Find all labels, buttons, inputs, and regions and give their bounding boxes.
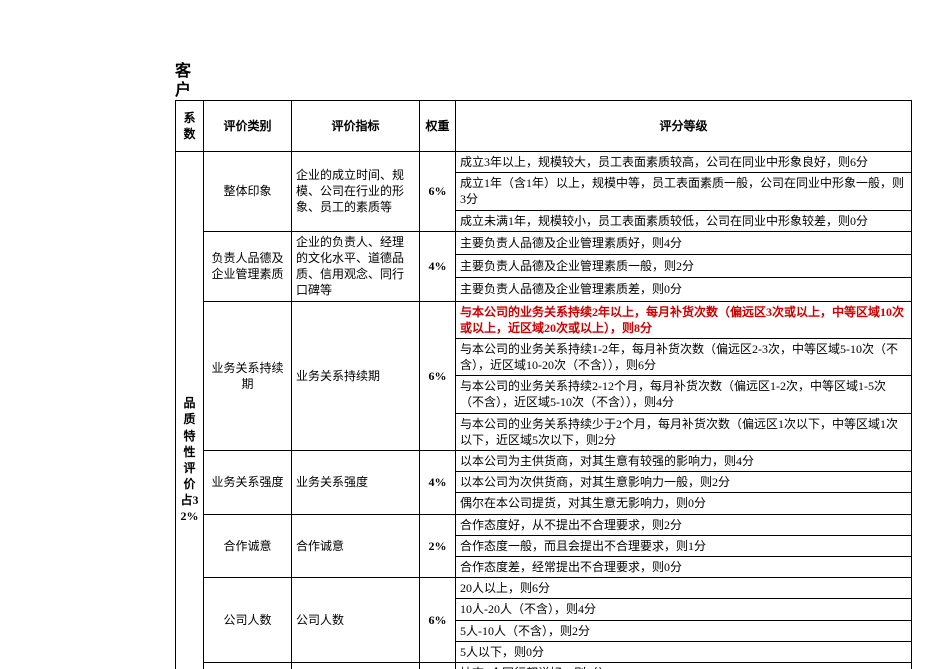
ind-a6: 公司人数 (292, 578, 420, 663)
g-a3-4: 与本公司的业务关系持续少于2个月，每月补货次数（偏远区1次以下，中等区域1次以下… (456, 413, 912, 450)
w-a2: 4% (420, 231, 456, 301)
w-a7: 2% (420, 662, 456, 669)
g-a2-1: 主要负责人品德及企业管理素质好，则4分 (456, 231, 912, 254)
header-ind: 评价指标 (292, 101, 420, 152)
ind-a7: 同行评估 (292, 662, 420, 669)
g-a4-1: 以本公司为主供货商，对其生意有较强的影响力，则4分 (456, 451, 912, 472)
g-a6-2: 10人-20人（不含），则4分 (456, 599, 912, 620)
cat-a7: 同行评估 (204, 662, 292, 669)
g-a5-2: 合作态度一般，而且会提出不合理要求，则1分 (456, 535, 912, 556)
g-a3-3: 与本公司的业务关系持续2-12个月，每月补货次数（偏远区1-2次，中等区域1-5… (456, 376, 912, 413)
header-coef: 系数 (176, 101, 204, 152)
title-char-2: 户 (175, 82, 191, 99)
cat-a4: 业务关系强度 (204, 451, 292, 515)
header-grade: 评分等级 (456, 101, 912, 152)
cat-a1: 整体印象 (204, 152, 292, 232)
cat-a5: 合作诚意 (204, 514, 292, 578)
section-a-label: 品质特性评价占32% (176, 152, 204, 669)
g-a6-1: 20人以上，则6分 (456, 578, 912, 599)
w-a6: 6% (420, 578, 456, 663)
g-a7-1: 抽查4个同行都说好，则2分 (456, 662, 912, 669)
g-a6-3: 5人-10人（不含），则2分 (456, 620, 912, 641)
title-char-1: 客 (175, 63, 191, 80)
g-a1-1: 成立3年以上，规模较大，员工表面素质较高，公司在同业中形象良好，则6分 (456, 152, 912, 173)
g-a1-2: 成立1年（含1年）以上，规模中等，员工表面素质一般，公司在同业中形象一般，则3分 (456, 173, 912, 210)
header-cat: 评价类别 (204, 101, 292, 152)
eval-table: 系数 评价类别 评价指标 权重 评分等级 品质特性评价占32% 整体印象 企业的… (175, 100, 912, 669)
g-a5-1: 合作态度好，从不提出不合理要求，则2分 (456, 514, 912, 535)
g-a4-2: 以本公司为次供货商，对其生意影响力一般，则2分 (456, 472, 912, 493)
cat-a6: 公司人数 (204, 578, 292, 663)
w-a5: 2% (420, 514, 456, 578)
cat-a3: 业务关系持续期 (204, 301, 292, 451)
g-a2-2: 主要负责人品德及企业管理素质一般，则2分 (456, 255, 912, 278)
g-a2-3: 主要负责人品德及企业管理素质差，则0分 (456, 278, 912, 301)
g-a3-2: 与本公司的业务关系持续1-2年，每月补货次数（偏远区2-3次，中等区域5-10次… (456, 338, 912, 375)
header-row: 系数 评价类别 评价指标 权重 评分等级 (176, 101, 912, 152)
g-a6-4: 5人以下，则0分 (456, 641, 912, 662)
w-a3: 6% (420, 301, 456, 451)
cat-a2: 负责人品德及企业管理素质 (204, 231, 292, 301)
ind-a4: 业务关系强度 (292, 451, 420, 515)
header-weight: 权重 (420, 101, 456, 152)
ind-a5: 合作诚意 (292, 514, 420, 578)
w-a4: 4% (420, 451, 456, 515)
ind-a1: 企业的成立时间、规模、公司在行业的形象、员工的素质等 (292, 152, 420, 232)
g-a3-1: 与本公司的业务关系持续2年以上，每月补货次数（偏远区3次或以上，中等区域10次或… (456, 301, 912, 338)
w-a1: 6% (420, 152, 456, 232)
doc-title: 客 户 (175, 62, 191, 100)
ind-a2: 企业的负责人、经理的文化水平、道德品质、信用观念、同行口碑等 (292, 231, 420, 301)
g-a5-3: 合作态度差，经常提出不合理要求，则0分 (456, 556, 912, 577)
ind-a3: 业务关系持续期 (292, 301, 420, 451)
g-a4-3: 偶尔在本公司提货，对其生意无影响力，则0分 (456, 493, 912, 514)
g-a1-3: 成立未满1年，规模较小，员工表面素质较低，公司在同业中形象较差，则0分 (456, 210, 912, 231)
